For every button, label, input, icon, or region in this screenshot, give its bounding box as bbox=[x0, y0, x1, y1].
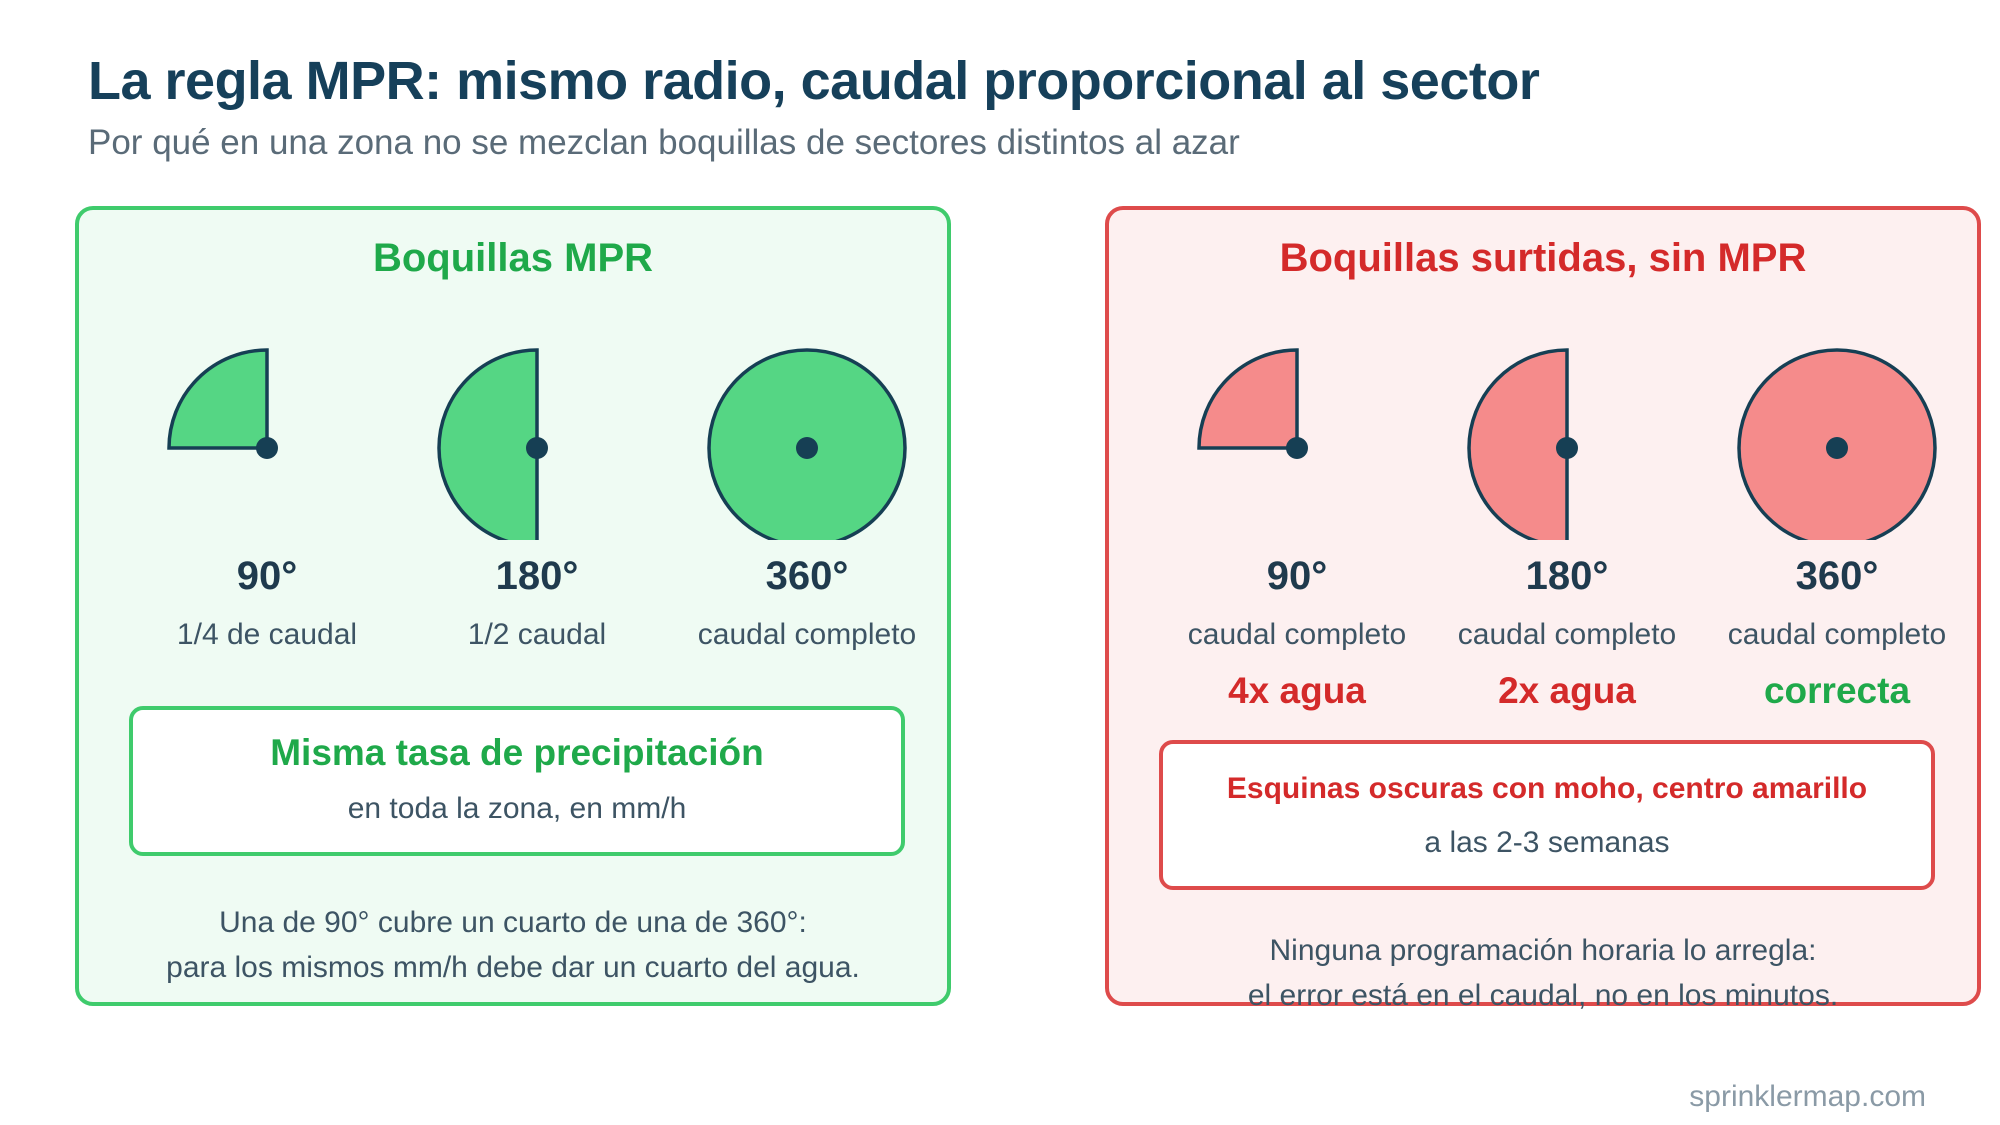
nozzle-90-verdict: 4x agua bbox=[1228, 670, 1366, 711]
non-mpr-callout-box: Esquinas oscuras con moho, centro amaril… bbox=[1159, 740, 1935, 890]
mpr-explanation-note: Una de 90° cubre un cuarto de una de 360… bbox=[79, 900, 947, 990]
non-mpr-callout-title: Esquinas oscuras con moho, centro amaril… bbox=[1226, 772, 1868, 805]
nozzle-360-degrees: 360° bbox=[1795, 554, 1879, 598]
nozzle-center-dot bbox=[1286, 437, 1308, 459]
mpr-panel-title: Boquillas MPR bbox=[372, 236, 654, 280]
nozzle-90-flow: caudal completo bbox=[1187, 618, 1407, 651]
nozzle-90-degrees: 90° bbox=[1266, 554, 1328, 598]
page-subtitle: Por qué en una zona no se mezclan boquil… bbox=[88, 123, 1240, 162]
nozzle-360-flow: caudal completo bbox=[1727, 618, 1947, 651]
nozzle-180-degrees: 180° bbox=[495, 554, 579, 598]
sector-shape bbox=[1467, 348, 1569, 540]
mpr-callout-subtitle: en toda la zona, en mm/h bbox=[347, 792, 687, 825]
nozzle-360-verdict: correcta bbox=[1763, 670, 1911, 711]
nozzle-180-verdict: 2x agua bbox=[1498, 670, 1636, 711]
page-title: La regla MPR: mismo radio, caudal propor… bbox=[88, 51, 1540, 111]
mpr-callout-box: Misma tasa de precipitación en toda la z… bbox=[129, 706, 905, 856]
sector-shape bbox=[1197, 348, 1299, 450]
nozzle-center-dot bbox=[1826, 437, 1848, 459]
nozzle-90-sector bbox=[167, 348, 278, 459]
non-mpr-panel: Boquillas surtidas, sin MPR 90° 180° 360… bbox=[1105, 206, 1981, 1012]
nozzle-90-sector bbox=[1197, 348, 1308, 459]
non-mpr-panel-title: Boquillas surtidas, sin MPR bbox=[1279, 236, 1807, 280]
non-mpr-explanation-note: Ninguna programación horaria lo arregla:… bbox=[1109, 928, 1977, 1018]
nozzle-90-flow: 1/4 de caudal bbox=[176, 618, 358, 651]
mpr-note-line-1: Una de 90° cubre un cuarto de una de 360… bbox=[219, 906, 807, 939]
sector-shape bbox=[437, 348, 539, 540]
nozzle-360-flow: caudal completo bbox=[697, 618, 917, 651]
nozzle-90-degrees: 90° bbox=[236, 554, 298, 598]
nozzle-center-dot bbox=[796, 437, 818, 459]
nozzle-360-sector bbox=[707, 348, 907, 540]
mpr-panel: Boquillas MPR 90° 180° 360° 1/4 de cauda… bbox=[75, 206, 951, 1006]
sector-shape bbox=[167, 348, 269, 450]
nozzle-center-dot bbox=[1556, 437, 1578, 459]
nozzle-center-dot bbox=[256, 437, 278, 459]
nozzle-180-sector bbox=[437, 348, 548, 540]
non-mpr-sector-diagrams bbox=[1197, 348, 1937, 540]
nozzle-180-degrees: 180° bbox=[1525, 554, 1609, 598]
nozzle-360-degrees: 360° bbox=[765, 554, 849, 598]
mpr-note-line-2: para los mismos mm/h debe dar un cuarto … bbox=[166, 951, 860, 984]
non-mpr-callout-subtitle: a las 2-3 semanas bbox=[1424, 826, 1670, 859]
non-mpr-note-line-1: Ninguna programación horaria lo arregla: bbox=[1269, 934, 1817, 967]
nozzle-180-sector bbox=[1467, 348, 1578, 540]
site-credit: sprinklermap.com bbox=[1689, 1080, 1926, 1113]
nozzle-180-flow: caudal completo bbox=[1457, 618, 1677, 651]
mpr-sector-diagrams bbox=[167, 348, 907, 540]
mpr-callout-title: Misma tasa de precipitación bbox=[270, 732, 764, 773]
nozzle-center-dot bbox=[526, 437, 548, 459]
nozzle-180-flow: 1/2 caudal bbox=[467, 618, 607, 651]
nozzle-360-sector bbox=[1737, 348, 1937, 540]
non-mpr-note-line-2: el error está en el caudal, no en los mi… bbox=[1247, 979, 1839, 1012]
